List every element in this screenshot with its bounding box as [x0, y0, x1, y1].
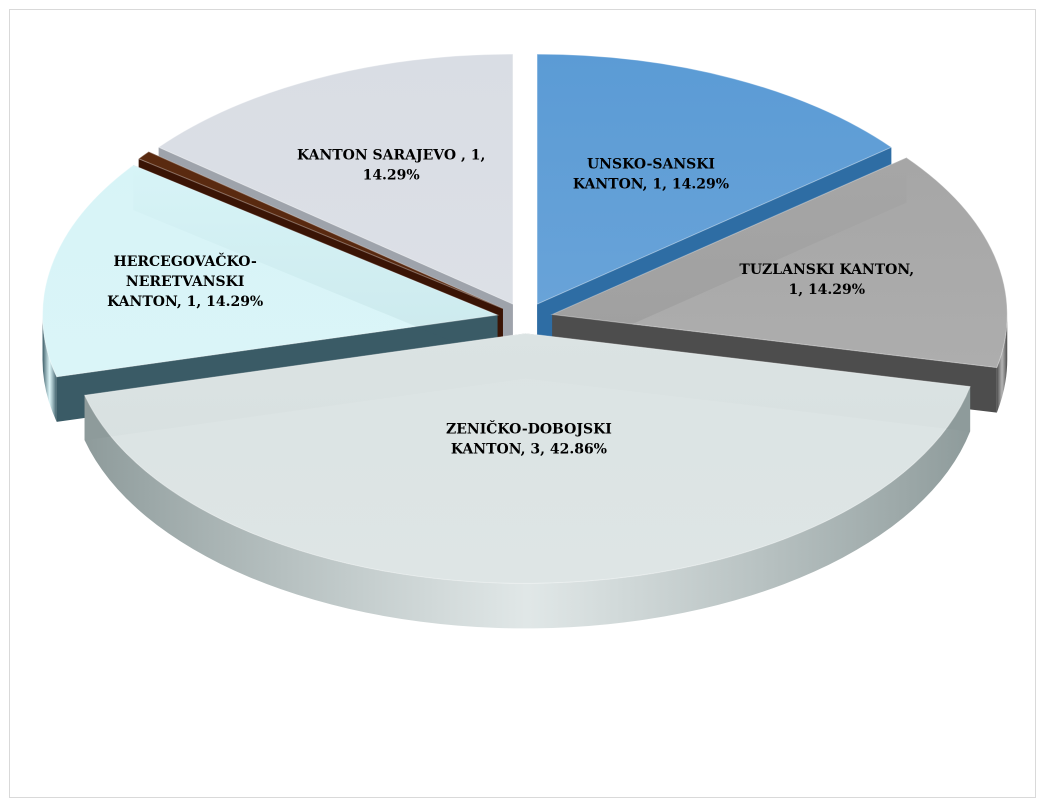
pie-slice-zeni-ko-dobojski-kanton [83, 332, 971, 629]
slice-side-wall [84, 386, 971, 629]
data-label-line: KANTON, 3, 42.86% [451, 441, 607, 457]
data-label-tuzlanski-kanton: TUZLANSKI KANTON, 1, 14.29% [739, 262, 914, 298]
slice-side-wall [996, 314, 1008, 413]
slice-top-face [157, 53, 514, 305]
pie-chart: UNSKO-SANSKI KANTON, 1, 14.29% TUZLANSKI K… [42, 53, 1008, 629]
data-label-line: KANTON SARAJEVO , 1, [297, 147, 485, 163]
chart-frame: UNSKO-SANSKI KANTON, 1, 14.29% TUZLANSKI K… [9, 9, 1036, 798]
slice-top-face [42, 164, 500, 378]
data-label-zeni-ko-dobojski-kanton: ZENIČKO-DOBOJSKI KANTON, 3, 42.86% [446, 419, 612, 457]
data-label-unsko-sanski-kanton: UNSKO-SANSKI KANTON, 1, 14.29% [573, 156, 729, 192]
data-label-line: HERCEGOVAČKO- [113, 252, 257, 270]
slice-top-face [550, 157, 1008, 369]
slice-top-face [137, 151, 504, 310]
slice-side-wall [42, 314, 57, 422]
data-label-line: UNSKO-SANSKI [587, 156, 715, 172]
data-label-line: 14.29% [363, 167, 420, 183]
data-label-line: 1, 14.29% [788, 282, 865, 298]
data-label-line: NERETVANSKI [126, 274, 244, 290]
slice-top-face [536, 53, 893, 305]
slice-top-face [83, 332, 971, 584]
data-label-line: ZENIČKO-DOBOJSKI [446, 419, 612, 437]
data-label-line: KANTON, 1, 14.29% [573, 176, 729, 192]
data-label-kanton-sarajevo: KANTON SARAJEVO , 1, 14.29% [297, 147, 485, 183]
data-label-line: TUZLANSKI KANTON, [739, 262, 914, 278]
data-label-hercegova-ko-neretvanski-kanton: HERCEGOVAČKO- NERETVANSKI KANTON, 1, 14.29… [107, 252, 263, 310]
data-label-line: KANTON, 1, 14.29% [107, 294, 263, 310]
